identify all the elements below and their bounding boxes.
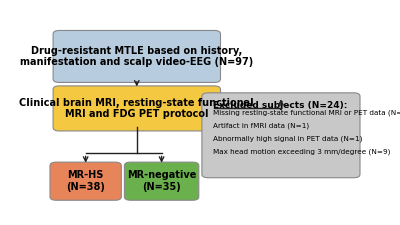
Text: Abnormally high signal in PET data (N=1): Abnormally high signal in PET data (N=1): [213, 135, 362, 142]
Text: Clinical brain MRI, resting-state functional
MRI and FDG PET protocol: Clinical brain MRI, resting-state functi…: [20, 98, 254, 119]
FancyBboxPatch shape: [124, 162, 199, 200]
Text: MR-negative
(N=35): MR-negative (N=35): [127, 170, 196, 192]
Text: Missing resting-state functional MRI or PET data (N=13): Missing resting-state functional MRI or …: [213, 109, 400, 116]
FancyBboxPatch shape: [202, 93, 360, 178]
Text: Max head motion exceeding 3 mm/degree (N=9): Max head motion exceeding 3 mm/degree (N…: [213, 148, 390, 155]
Text: Drug-resistant MTLE based on history,
manifestation and scalp video-EEG (N=97): Drug-resistant MTLE based on history, ma…: [20, 46, 254, 67]
FancyBboxPatch shape: [50, 162, 121, 200]
FancyBboxPatch shape: [53, 86, 220, 131]
Text: MR-HS
(N=38): MR-HS (N=38): [66, 170, 105, 192]
Text: Excluded subjects (N=24):: Excluded subjects (N=24):: [213, 101, 347, 110]
Text: Artifact in fMRI data (N=1): Artifact in fMRI data (N=1): [213, 122, 309, 129]
FancyBboxPatch shape: [53, 30, 220, 82]
